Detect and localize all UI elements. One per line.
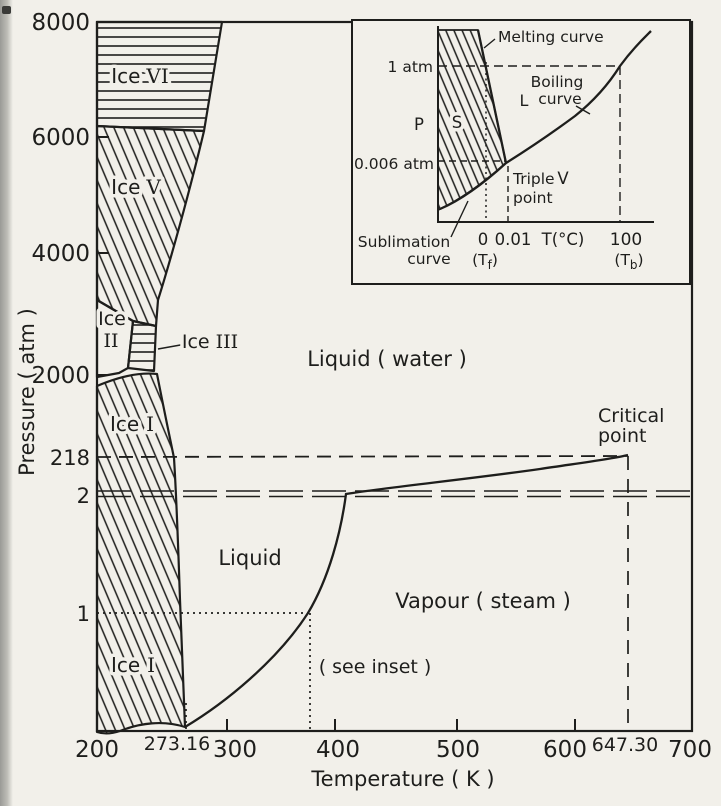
y-tick-6000: 6000 bbox=[31, 125, 90, 151]
x-tick-647: 647.30 bbox=[592, 734, 658, 756]
tb-pre: (T bbox=[614, 251, 630, 269]
x-tick-273: 273.16 bbox=[144, 733, 210, 755]
region-label-vapour: Vapour ( steam ) bbox=[395, 589, 571, 613]
inset-triple-label-line2: point bbox=[513, 189, 553, 207]
ice-i-upper-numeral: I bbox=[146, 412, 154, 436]
inset-0006atm-label: 0.006 atm bbox=[354, 155, 434, 173]
y-tick-4000: 4000 bbox=[31, 241, 90, 267]
vaporization-curve bbox=[184, 453, 629, 728]
inset-sublimation-pointer bbox=[450, 200, 469, 238]
ice-iii-word: Ice bbox=[182, 331, 210, 353]
y-tick-2: 2 bbox=[77, 484, 90, 508]
region-label-ice-ii-word: Ice bbox=[98, 308, 126, 330]
inset-tb-label: (Tb) bbox=[614, 251, 643, 272]
inset-frame bbox=[351, 19, 691, 285]
inset-vapour-letter: V bbox=[557, 169, 569, 188]
axis-ticks bbox=[97, 136, 576, 731]
critical-point-label-line2: point bbox=[598, 425, 646, 447]
inset-tf-label: (Tf) bbox=[472, 251, 498, 272]
inset-liquid-letter: L bbox=[520, 91, 529, 110]
region-label-ice-iii: Ice III bbox=[182, 331, 238, 353]
tb-post: ) bbox=[638, 251, 644, 269]
ice-vi-numeral: VI bbox=[145, 64, 168, 88]
y-tick-8000: 8000 bbox=[31, 10, 90, 36]
scan-speck bbox=[2, 6, 11, 14]
inset-x-tick-001: 0.01 bbox=[495, 230, 532, 249]
inset-1atm-label: 1 atm bbox=[388, 58, 433, 76]
critical-point-label-line1: Critical bbox=[598, 405, 664, 427]
ice-iii-pointer-line bbox=[157, 343, 187, 350]
region-label-ice-i-lower: Ice I bbox=[111, 653, 155, 677]
region-label-liquid-water: Liquid ( water ) bbox=[307, 347, 467, 371]
y-tick-1: 1 bbox=[77, 602, 90, 626]
x-tick-300: 300 bbox=[213, 737, 257, 763]
inset-x-tick-0: 0 bbox=[478, 230, 489, 249]
inset-melting-pointer bbox=[483, 38, 496, 49]
tb-sub: b bbox=[630, 258, 638, 272]
dashed-line-218atm bbox=[96, 455, 629, 458]
inset-sublimation-label-line2: curve bbox=[407, 250, 450, 268]
inset-solid-letter: S bbox=[452, 113, 462, 132]
ice-vi-word: Ice bbox=[111, 64, 140, 88]
region-label-ice-v: Ice V bbox=[111, 175, 161, 199]
y-axis-tick-labels: 8000 6000 4000 2000 218 2 1 bbox=[31, 10, 90, 626]
inset-axes bbox=[437, 26, 654, 223]
inset-boiling-label-line1: Boiling bbox=[531, 73, 584, 91]
x-tick-400: 400 bbox=[316, 737, 360, 763]
inset-diagram bbox=[351, 19, 691, 285]
ice-v-word: Ice bbox=[111, 175, 140, 199]
inset-x-axis-label: T(°C) bbox=[541, 230, 585, 249]
inset-sublimation-curve bbox=[439, 162, 507, 211]
x-tick-600: 600 bbox=[543, 737, 587, 763]
region-label-ice-i-upper: Ice I bbox=[110, 412, 154, 436]
ice-v-numeral: V bbox=[145, 175, 161, 199]
y-tick-2000: 2000 bbox=[31, 363, 90, 389]
ice-i-upper-word: Ice bbox=[110, 412, 139, 436]
region-ice-iii bbox=[126, 319, 158, 373]
inset-pressure-letter: P bbox=[414, 115, 424, 134]
x-axis-tick-labels: 200 273.16 300 400 500 600 647.30 700 bbox=[75, 733, 712, 763]
inset-melting-curve bbox=[476, 29, 508, 164]
ice-i-lower-word: Ice bbox=[111, 653, 140, 677]
ice-i-lower-numeral: I bbox=[147, 653, 155, 677]
inset-boiling-pointer bbox=[575, 105, 591, 115]
x-axis-title: Temperature ( K ) bbox=[310, 767, 494, 791]
region-ice-v bbox=[95, 124, 206, 328]
tf-sub: f bbox=[488, 258, 493, 272]
scan-edge-strip bbox=[0, 0, 13, 806]
inset-boiling-curve bbox=[505, 30, 652, 164]
inset-boiling-label-line2: curve bbox=[538, 90, 581, 108]
region-label-ice-ii-numeral: II bbox=[103, 330, 118, 352]
inset-melting-curve-label: Melting curve bbox=[498, 28, 604, 46]
inset-sublimation-label-line1: Sublimation bbox=[358, 233, 450, 251]
x-tick-700: 700 bbox=[668, 737, 712, 763]
see-inset-note: ( see inset ) bbox=[319, 656, 432, 678]
inset-triple-label-line1: Triple bbox=[512, 170, 555, 188]
region-label-liquid: Liquid bbox=[218, 546, 281, 570]
y-tick-218: 218 bbox=[50, 446, 90, 470]
tf-post: ) bbox=[492, 251, 498, 269]
ice-iii-numeral: III bbox=[216, 331, 239, 353]
tf-pre: (T bbox=[472, 251, 488, 269]
inset-x-tick-100: 100 bbox=[610, 230, 642, 250]
x-tick-200: 200 bbox=[75, 737, 119, 763]
x-tick-500: 500 bbox=[436, 737, 480, 763]
y-axis-title: Pressure ( atm ) bbox=[15, 308, 39, 476]
region-label-ice-vi: Ice VI bbox=[111, 64, 169, 88]
